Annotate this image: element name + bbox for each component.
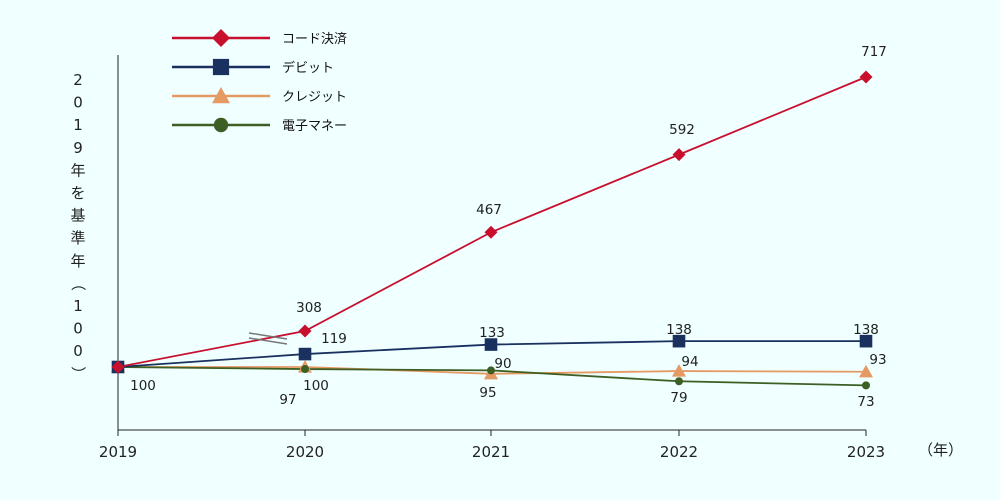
data-point — [298, 347, 312, 361]
x-tick-label: 2021 — [472, 443, 510, 461]
data-labels: 308 467 592 717 100 119 133 138 138 100 90 94 93 97 95… — [130, 44, 887, 410]
x-axis-ticks: 2019 2020 2021 2022 2023 — [99, 430, 885, 461]
y-axis-label-char: 準 — [70, 229, 85, 247]
legend-marker — [212, 29, 230, 47]
legend-label: 電子マネー — [282, 119, 347, 134]
legend-marker — [212, 58, 230, 76]
data-label: 90 — [494, 356, 511, 372]
y-axis-label-char: ） — [69, 366, 87, 381]
y-axis-label-char: 年 — [70, 252, 85, 270]
x-tick-label: 2019 — [99, 443, 137, 461]
data-point — [859, 70, 873, 84]
data-label: 467 — [476, 202, 502, 218]
legend-label: クレジット — [282, 90, 347, 105]
data-point — [672, 334, 686, 348]
y-axis-label-char: 0 — [73, 94, 83, 112]
data-point — [859, 334, 873, 348]
legend-marker — [212, 87, 230, 104]
data-point — [672, 148, 686, 162]
x-tick-label: 2022 — [660, 443, 698, 461]
data-label: 97 — [279, 392, 296, 408]
data-point — [675, 377, 683, 386]
y-axis-label-char: を — [70, 184, 85, 202]
data-point — [111, 360, 125, 374]
data-point — [487, 366, 495, 375]
data-point — [862, 381, 870, 390]
legend-marker — [213, 117, 229, 133]
data-label: 717 — [861, 44, 887, 60]
legend-label: デビット — [282, 60, 334, 76]
y-axis-label-char: 1 — [73, 116, 83, 134]
data-label: 100 — [303, 378, 329, 394]
data-point — [672, 364, 686, 377]
data-label: 119 — [321, 331, 347, 347]
y-axis-label-char: （ — [69, 276, 87, 291]
y-axis-label-char: 0 — [73, 342, 83, 360]
data-label: 138 — [666, 322, 692, 338]
data-label: 95 — [479, 385, 496, 401]
y-axis-label-char: 年 — [70, 161, 85, 179]
data-point — [298, 324, 312, 338]
data-label: 138 — [853, 322, 879, 338]
y-axis-label-char: 1 — [73, 297, 83, 315]
x-tick-label: 2020 — [286, 443, 324, 461]
data-label: 100 — [130, 378, 156, 394]
data-label: 79 — [670, 390, 687, 406]
data-label: 73 — [857, 394, 874, 410]
data-point — [484, 225, 498, 239]
series-line-0 — [117, 76, 867, 368]
x-tick-label: 2023 — [847, 443, 885, 461]
y-axis-label-char: 2 — [73, 71, 83, 89]
y-axis-label-char: 0 — [73, 320, 83, 338]
y-axis-label-char: 9 — [73, 139, 83, 157]
axis-break-mark — [248, 332, 288, 345]
data-label: 133 — [479, 325, 505, 341]
data-label: 93 — [869, 352, 886, 368]
data-label: 592 — [669, 122, 695, 138]
legend-label: コード決済 — [282, 31, 347, 47]
y-axis-label-char: 基 — [70, 207, 85, 225]
x-axis-unit-label: （年） — [918, 441, 963, 459]
data-point — [484, 338, 498, 351]
data-point — [859, 364, 873, 378]
series-markers — [111, 70, 873, 390]
data-label: 94 — [681, 354, 698, 370]
data-label: 308 — [296, 300, 322, 316]
data-point — [301, 365, 309, 374]
